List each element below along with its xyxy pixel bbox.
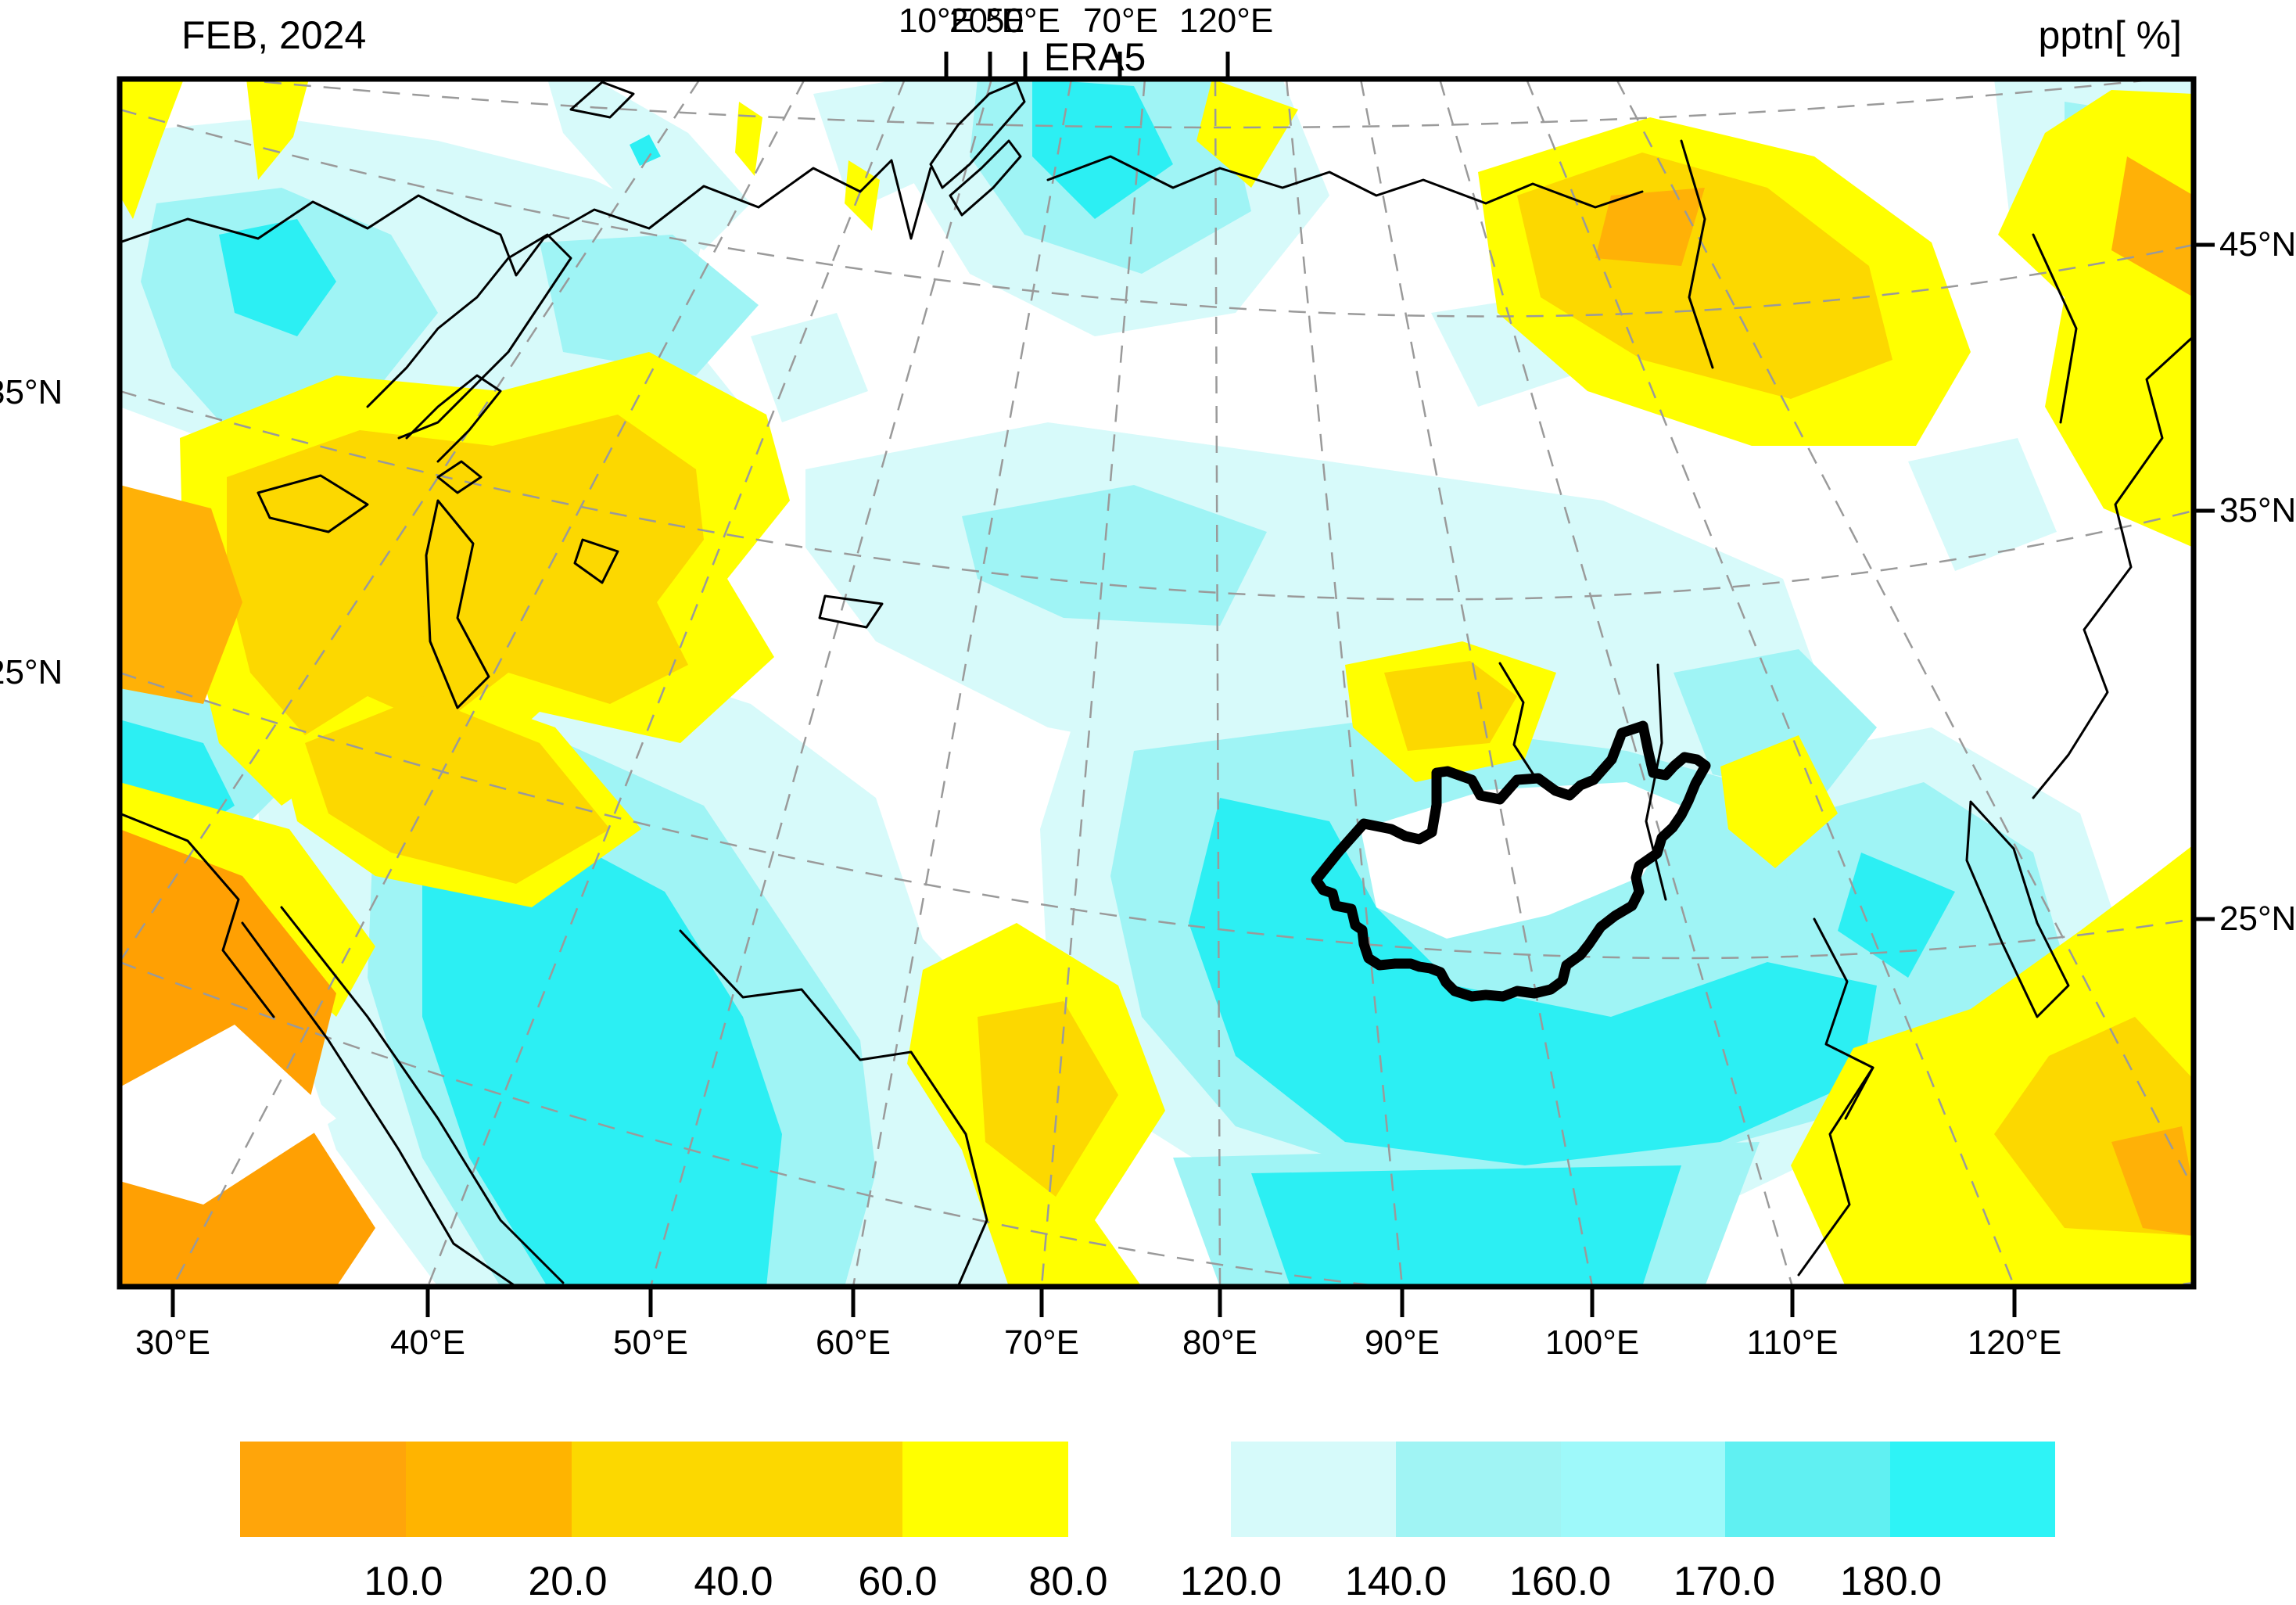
legend-tick-label: 60.0 (858, 1559, 938, 1604)
right-axis-label: 25°N (2219, 899, 2296, 938)
mongolia-outline (1311, 720, 1711, 1002)
legend-tick-label: 160.0 (1509, 1559, 1612, 1604)
legend-dry-bar (240, 1442, 1068, 1537)
legend-tick-label: 20.0 (528, 1559, 608, 1604)
left-axis-label: 25°N (0, 653, 63, 691)
legend-tick-label: 40.0 (694, 1559, 773, 1604)
bottom-axis-label: 40°E (390, 1323, 465, 1362)
legend-segment (240, 1442, 406, 1537)
top-axis-label: 120°E (1178, 2, 1274, 40)
top-axis-label: 50°E (985, 2, 1060, 40)
bottom-axis-label: 60°E (816, 1323, 891, 1362)
axis-ticks (170, 52, 2215, 1317)
legend-tick-label: 120.0 (1179, 1559, 1283, 1604)
legend-tick-label: 180.0 (1839, 1559, 1943, 1604)
legend-segment (1890, 1442, 2055, 1537)
legend-tick-label: 80.0 (1028, 1559, 1108, 1604)
left-axis-label: 35°N (0, 373, 63, 411)
bottom-axis-label: 90°E (1365, 1323, 1440, 1362)
top-axis-label: 70°E (1083, 2, 1158, 40)
bottom-axis-label: 80°E (1182, 1323, 1257, 1362)
legend-segment (1725, 1442, 1891, 1537)
right-axis-label: 45°N (2219, 225, 2296, 264)
right-axis-label: 35°N (2219, 491, 2296, 530)
legend-segment (902, 1442, 1068, 1537)
legend-segment (1560, 1442, 1726, 1537)
legend-wet-bar (1231, 1442, 2055, 1537)
bottom-axis-label: 120°E (1967, 1323, 2062, 1362)
bottom-axis-label: 70°E (1004, 1323, 1079, 1362)
top-axis-label: 20°E (949, 2, 1024, 40)
date-title: FEB, 2024 (181, 13, 367, 57)
legend-tick-label: 10.0 (364, 1559, 443, 1604)
legend-tick-label: 140.0 (1344, 1559, 1448, 1604)
bottom-axis-label: 30°E (135, 1323, 210, 1362)
units-title: pptn[ %] (2038, 13, 2182, 57)
map-frame (117, 76, 2197, 1290)
top-axis-label: 10°E (899, 2, 974, 40)
legend-segment (1231, 1442, 1396, 1537)
contour-fills (120, 79, 2194, 1287)
legend-segment (405, 1442, 572, 1537)
legend-tick-label: 170.0 (1673, 1559, 1776, 1604)
bottom-axis-label: 50°E (613, 1323, 688, 1362)
graticule (120, 79, 2194, 1287)
legend-segment (1395, 1442, 1561, 1537)
legend-segment (737, 1442, 903, 1537)
bottom-axis-label: 110°E (1746, 1323, 1839, 1362)
bottom-axis-label: 100°E (1544, 1323, 1640, 1362)
legend-segment (571, 1442, 737, 1537)
dataset-title: ERA5 (1043, 35, 1146, 79)
coastlines (120, 81, 2194, 1287)
